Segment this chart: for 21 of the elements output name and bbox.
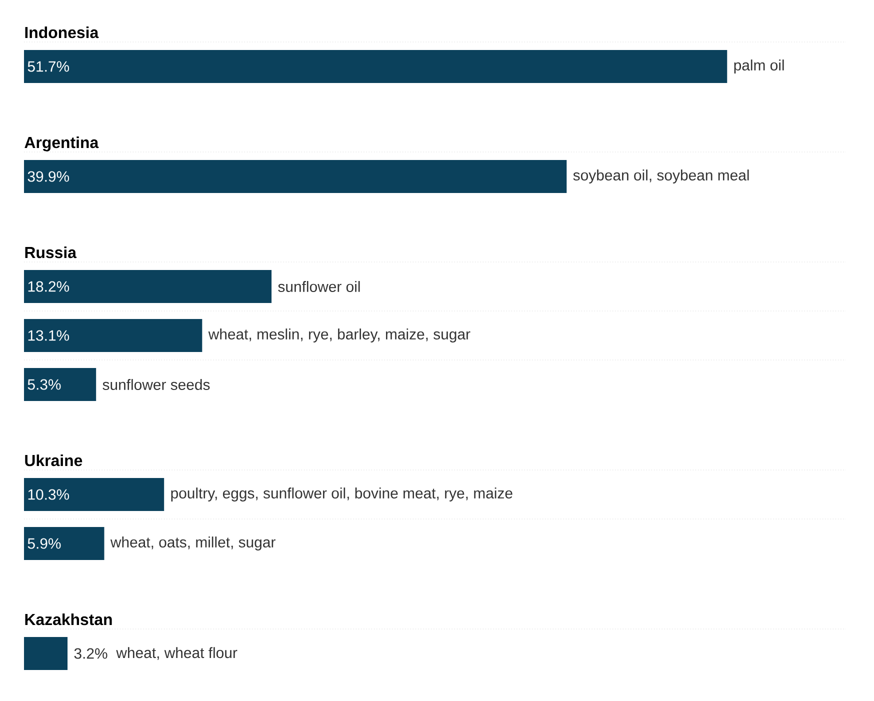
chart-title: Indonesia bbox=[25, 26, 99, 38]
y-tick-label: wheat, oats, millet, sugar bbox=[110, 536, 276, 550]
y-tick-label: sunflower oil bbox=[278, 281, 360, 292]
data-label: 3.2% bbox=[74, 648, 108, 659]
data-label: 39.9% bbox=[28, 171, 70, 182]
chart-title: Ukraine bbox=[25, 454, 82, 466]
data-label: 5.3% bbox=[28, 379, 61, 390]
data-label: 5.9% bbox=[28, 538, 61, 549]
data-label: 51.7% bbox=[28, 61, 70, 72]
data-label: 10.3% bbox=[28, 489, 70, 500]
y-tick-label: wheat, meslin, rye, barley, maize, sugar bbox=[208, 328, 470, 342]
chart-title: Argentina bbox=[24, 136, 99, 152]
y-tick-label: soybean oil, soybean meal bbox=[573, 170, 749, 184]
chart-title: Kazakhstan bbox=[25, 613, 112, 626]
y-tick-label: wheat, wheat flour bbox=[116, 647, 238, 660]
data-label: 18.2% bbox=[28, 281, 70, 292]
chart-title: Russia bbox=[25, 246, 77, 258]
y-tick-label: poultry, eggs, sunflower oil, bovine meat, rye, maize bbox=[171, 488, 512, 502]
y-tick-label: sunflower seeds bbox=[102, 379, 210, 390]
data-label: 13.1% bbox=[28, 330, 70, 341]
y-tick-label: palm oil bbox=[734, 60, 784, 74]
